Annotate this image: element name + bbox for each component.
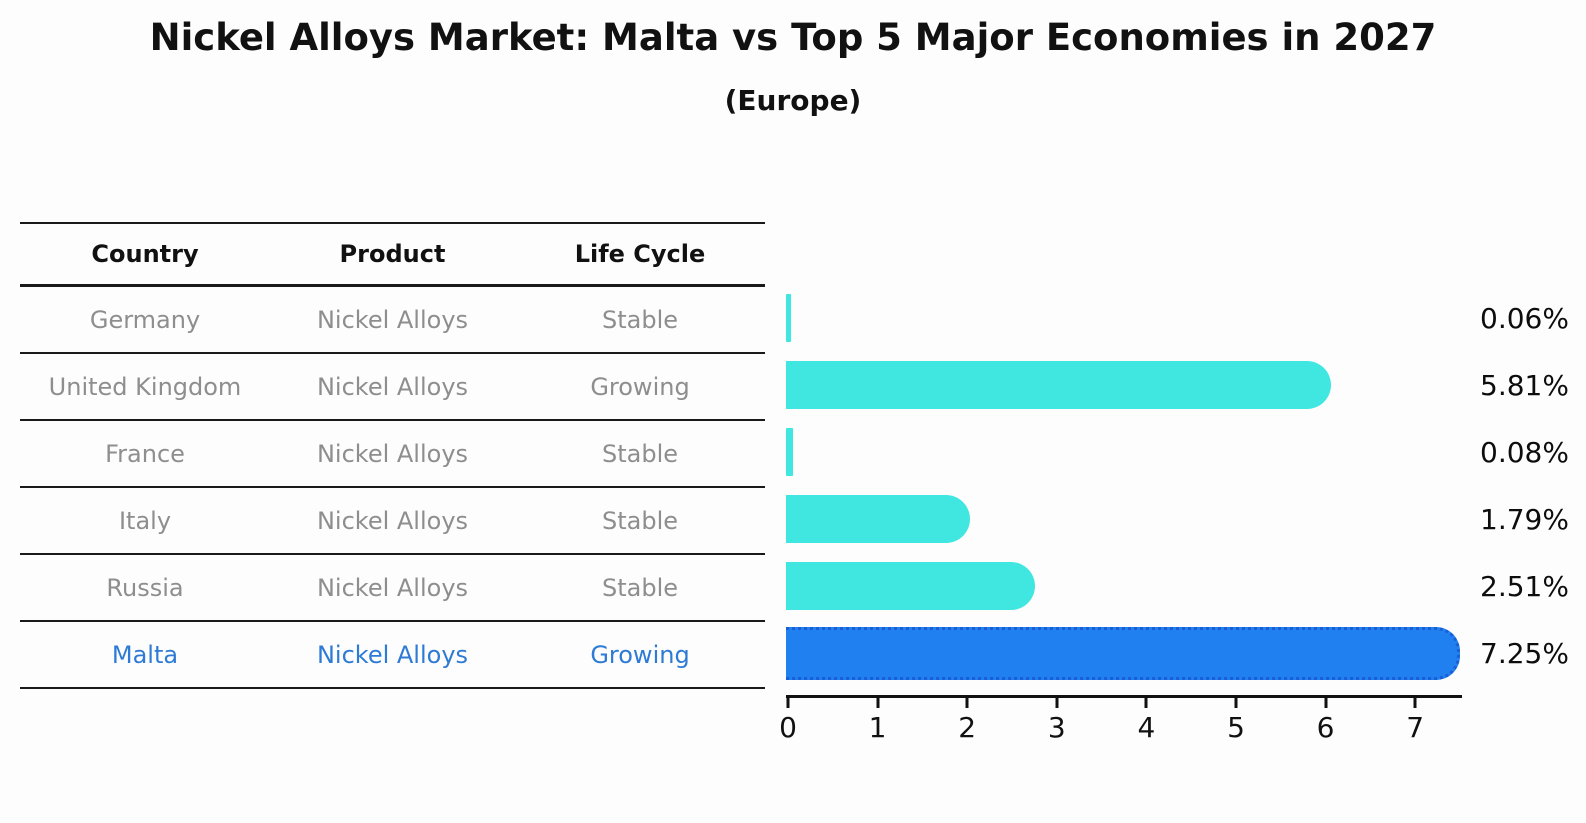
table-header-row: Country Product Life Cycle: [20, 222, 765, 287]
x-axis-tick-mark: [1144, 698, 1148, 708]
x-axis-tick-mark: [1324, 698, 1328, 708]
table-cell-product: Nickel Alloys: [316, 506, 469, 535]
x-axis-tick-label: 6: [1316, 711, 1335, 744]
x-axis-tick-label: 3: [1047, 711, 1066, 744]
table-cell-country: United Kingdom: [48, 372, 242, 401]
table-row-russia: Russia Nickel Alloys Stable: [20, 555, 765, 622]
x-axis-tick-mark: [965, 698, 969, 708]
x-axis-tick-mark: [1234, 698, 1238, 708]
table-header-life-cycle: Life Cycle: [574, 240, 706, 268]
bar-chart: 0.06% 5.81% 0.08% 1.79% 2.51% 7.25%: [786, 285, 1586, 687]
country-table: Country Product Life Cycle Germany Nickel…: [20, 222, 765, 689]
x-axis-tick-mark: [876, 698, 880, 708]
table-cell-country: Germany: [89, 305, 201, 334]
table-header-country: Country: [91, 240, 199, 268]
table-cell-country: France: [105, 439, 185, 468]
chart-subtitle: (Europe): [724, 84, 862, 117]
chart-row-russia: 2.51%: [786, 553, 1586, 620]
chart-row-united-kingdom: 5.81%: [786, 352, 1586, 419]
bar-united-kingdom: [786, 361, 1331, 409]
bar-france: [786, 428, 794, 476]
table-cell-country: Malta: [111, 640, 179, 669]
x-axis-tick-label: 4: [1137, 711, 1156, 744]
x-axis-tick-mark: [786, 698, 790, 708]
table-header-product: Product: [339, 240, 446, 268]
table-cell-product: Nickel Alloys: [316, 439, 469, 468]
table-cell-product: Nickel Alloys: [316, 573, 469, 602]
table-row-italy: Italy Nickel Alloys Stable: [20, 488, 765, 555]
bar-value-label: 0.08%: [1480, 436, 1569, 469]
table-cell-life_cycle: Stable: [601, 305, 679, 334]
bar-value-label: 2.51%: [1480, 570, 1569, 603]
table-cell-country: Italy: [118, 506, 172, 535]
bar-italy: [786, 495, 971, 543]
chart-row-germany: 0.06%: [786, 285, 1586, 352]
table-row-france: France Nickel Alloys Stable: [20, 421, 765, 488]
table-row-united-kingdom: United Kingdom Nickel Alloys Growing: [20, 354, 765, 421]
x-axis-tick-mark: [1413, 698, 1417, 708]
table-row-malta: Malta Nickel Alloys Growing: [20, 622, 765, 689]
chart-row-italy: 1.79%: [786, 486, 1586, 553]
chart-row-malta: 7.25%: [786, 620, 1586, 687]
table-cell-country: Russia: [106, 573, 184, 602]
bar-value-label: 5.81%: [1480, 369, 1569, 402]
x-axis-tick-label: 5: [1227, 711, 1245, 744]
table-cell-product: Nickel Alloys: [316, 640, 469, 669]
chart-row-france: 0.08%: [786, 419, 1586, 486]
x-axis-tick-label: 1: [868, 711, 887, 744]
x-axis-tick-label: 2: [958, 711, 977, 744]
bar-malta: [786, 627, 1460, 680]
table-body: Germany Nickel Alloys Stable United Kingdom…: [20, 287, 765, 689]
table-cell-life_cycle: Stable: [601, 573, 679, 602]
bar-germany: [786, 294, 792, 342]
table-cell-life_cycle: Growing: [590, 640, 690, 669]
bar-value-label: 0.06%: [1480, 302, 1569, 335]
bar-value-label: 1.79%: [1480, 503, 1569, 536]
table-row-germany: Germany Nickel Alloys Stable: [20, 287, 765, 354]
x-axis-tick-label: 0: [779, 711, 797, 744]
chart-title: Nickel Alloys Market: Malta vs Top 5 Maj…: [149, 16, 1437, 59]
x-axis-tick-label: 7: [1406, 711, 1425, 744]
table-cell-life_cycle: Growing: [590, 372, 690, 401]
bar-value-label: 7.25%: [1480, 637, 1569, 670]
bar-russia: [786, 562, 1035, 610]
x-axis: 0 1 2 3 4 5 6 7: [779, 695, 1462, 748]
table-cell-product: Nickel Alloys: [316, 305, 469, 334]
table-cell-life_cycle: Stable: [601, 439, 679, 468]
table-cell-product: Nickel Alloys: [316, 372, 469, 401]
table-cell-life_cycle: Stable: [601, 506, 679, 535]
x-axis-tick-mark: [1055, 698, 1059, 708]
